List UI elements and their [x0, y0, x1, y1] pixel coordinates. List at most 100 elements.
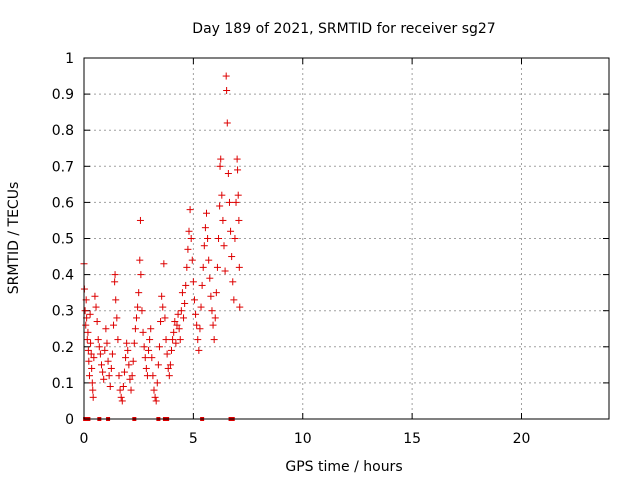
data-point [86, 310, 94, 318]
x-axis-label: GPS time / hours [285, 459, 402, 475]
data-point [184, 245, 192, 253]
data-point [235, 216, 243, 224]
data-point [176, 336, 184, 344]
data-point [88, 364, 96, 372]
data-point [223, 86, 231, 94]
data-point [168, 346, 175, 354]
data-point [174, 310, 182, 318]
data-point [119, 383, 127, 391]
data-point [225, 198, 233, 206]
data-point [235, 263, 243, 271]
data-point [196, 325, 204, 333]
data-point [159, 303, 167, 311]
data-point [90, 354, 98, 362]
y-axis-label: SRMTID / TECUs [6, 182, 22, 295]
data-point [218, 191, 226, 199]
data-point [92, 303, 100, 311]
data-point [223, 119, 231, 127]
data-point [111, 271, 119, 279]
x-tick-label: 20 [513, 431, 531, 447]
data-point [137, 271, 145, 279]
data-point [142, 364, 150, 372]
data-point [128, 372, 136, 380]
data-point [136, 256, 144, 264]
data-point [189, 278, 197, 286]
data-point [151, 393, 159, 401]
data-point [169, 336, 177, 344]
data-point [175, 325, 183, 333]
data-point [180, 314, 188, 322]
data-point [96, 350, 104, 358]
x-tick-label: 5 [189, 431, 198, 447]
data-point [199, 263, 207, 271]
data-point [146, 336, 154, 344]
y-tick-label: 0.2 [52, 340, 74, 356]
data-point [194, 336, 202, 344]
data-point [221, 267, 229, 275]
data-point [135, 289, 143, 297]
data-point [106, 383, 114, 391]
data-point [201, 224, 209, 232]
data-point [150, 386, 158, 394]
y-tick-label: 0.1 [52, 376, 74, 392]
data-point [211, 314, 219, 322]
data-point [187, 235, 195, 242]
data-point [172, 339, 180, 347]
y-tick-label: 0.6 [52, 195, 74, 211]
data-point [140, 343, 148, 351]
data-point [124, 346, 132, 354]
data-point [170, 328, 178, 336]
data-point [205, 256, 213, 264]
x-tick-label: 0 [80, 431, 89, 447]
data-point [200, 242, 208, 250]
data-point [118, 397, 126, 405]
data-point [107, 364, 115, 372]
data-point [210, 336, 218, 344]
y-tick-label: 0.5 [52, 232, 74, 248]
data-point [113, 314, 121, 322]
data-point [103, 339, 111, 347]
data-point [203, 209, 210, 217]
data-point [228, 253, 236, 261]
data-point [126, 375, 134, 383]
data-point [229, 278, 237, 286]
data-point [224, 170, 232, 178]
data-point [81, 307, 89, 315]
data-point [227, 227, 235, 235]
data-point [165, 372, 173, 380]
data-point [83, 336, 91, 344]
data-points [80, 72, 244, 421]
y-tick-label: 0 [65, 412, 74, 428]
y-tick-label: 0.9 [52, 87, 74, 103]
data-point [99, 368, 107, 376]
data-point [101, 346, 109, 354]
data-point [84, 346, 92, 354]
data-point [95, 343, 103, 351]
data-point [91, 292, 99, 300]
data-point [164, 364, 172, 372]
data-point [149, 372, 157, 380]
data-point [216, 202, 224, 210]
data-point [84, 328, 92, 336]
data-point [207, 292, 215, 300]
data-point [209, 321, 217, 329]
data-point [163, 350, 171, 358]
x-tick-label: 15 [403, 431, 421, 447]
data-point [160, 260, 168, 268]
data-point [87, 339, 95, 347]
data-point [88, 379, 96, 387]
data-point [105, 372, 113, 380]
data-point [183, 263, 191, 271]
data-point [171, 318, 179, 326]
data-point [154, 361, 162, 369]
grid-lines [84, 58, 609, 419]
data-point [115, 372, 123, 380]
data-point [220, 242, 228, 250]
data-point [234, 191, 242, 199]
data-point [231, 235, 239, 242]
data-point [130, 339, 138, 347]
data-point [134, 303, 142, 311]
data-point [208, 307, 216, 315]
data-point [147, 325, 155, 333]
